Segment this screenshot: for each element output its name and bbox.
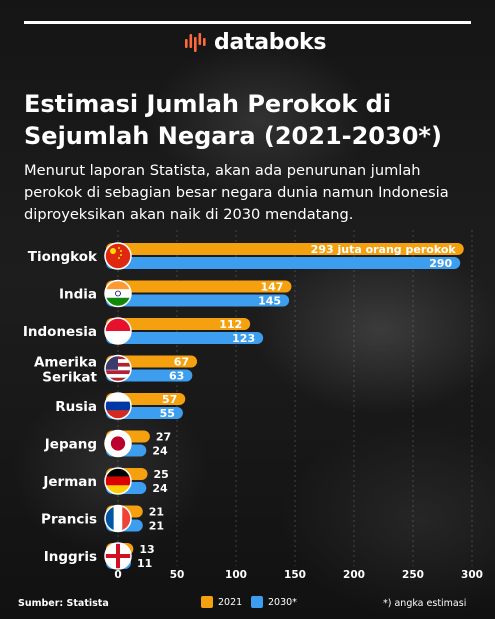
data-label-2021-indonesia: 112 xyxy=(219,318,242,331)
bar-2030-tiongkok xyxy=(106,257,461,269)
data-label-2021-india: 147 xyxy=(260,281,283,294)
data-label-2030-amerika-serikat: 63 xyxy=(169,370,184,383)
category-label-rusia: Rusia xyxy=(55,399,97,415)
bar-2021-indonesia xyxy=(106,318,251,330)
flag-ring xyxy=(104,242,132,270)
category-label-inggris: Inggris xyxy=(44,549,97,565)
bar-chart: 0 50 100 150 200 250 300 Tiongkok 293 juta orang… xyxy=(23,242,483,581)
data-label-2030-rusia: 55 xyxy=(160,407,175,420)
flag-amerika-serikat-icon xyxy=(105,355,131,382)
data-label-2021-prancis: 21 xyxy=(149,506,164,519)
brand-name: databoks xyxy=(214,29,327,55)
flag-ring xyxy=(104,317,132,345)
data-label-2030-tiongkok: 290 xyxy=(429,257,452,270)
category-label-jepang: Jepang xyxy=(44,437,97,453)
category-label-prancis: Prancis xyxy=(41,512,97,528)
flag-ring xyxy=(104,542,132,570)
flag-ring xyxy=(104,279,132,308)
bar-2030-indonesia xyxy=(106,332,264,344)
data-label-2021-inggris: 13 xyxy=(139,543,154,556)
flag-ring xyxy=(104,392,132,420)
legend-swatch-2030 xyxy=(251,596,263,608)
category-label-jerman: Jerman xyxy=(42,474,97,490)
data-label-2030-jerman: 24 xyxy=(152,482,168,495)
data-label-2021-tiongkok: 293 juta orang perokok xyxy=(311,243,457,256)
flag-ring xyxy=(104,429,132,458)
data-label-2021-amerika-serikat: 67 xyxy=(174,356,189,369)
databoks-logo-icon xyxy=(185,33,206,52)
source-note: Sumber: Statista xyxy=(18,598,109,609)
bar-2030-india xyxy=(106,294,290,307)
data-label-2030-jepang: 24 xyxy=(152,445,168,458)
flag-prancis-icon xyxy=(105,505,131,532)
data-label-2030-inggris: 11 xyxy=(137,557,152,570)
category-label-india: India xyxy=(59,287,97,303)
x-tick-label: 250 xyxy=(402,569,424,581)
legend-swatch-2021 xyxy=(201,596,213,608)
data-label-2021-rusia: 57 xyxy=(162,393,177,406)
data-label-2030-india: 145 xyxy=(258,295,281,308)
category-label-indonesia: Indonesia xyxy=(23,324,97,340)
legend-label-2021: 2021 xyxy=(218,596,243,608)
category-label-amerika-serikat: Serikat xyxy=(42,370,97,386)
category-label-amerika-serikat: Amerika xyxy=(34,355,97,371)
x-tick-label: 100 xyxy=(225,569,247,581)
legend-item-2030: 2030* xyxy=(251,596,297,608)
estimate-note: *) angka estimasi xyxy=(383,598,467,609)
brand-logo: databoks xyxy=(184,28,326,56)
legend-item-2021: 2021 xyxy=(201,596,242,608)
x-tick-label: 300 xyxy=(461,569,483,581)
flag-india-icon xyxy=(105,280,131,307)
data-label-2021-jepang: 27 xyxy=(156,431,171,444)
x-tick-label: 0 xyxy=(114,569,121,581)
chart-title: Estimasi Jumlah Perokok di Sejumlah Nega… xyxy=(24,90,442,150)
flag-jerman-icon xyxy=(105,468,131,494)
data-label-2021-jerman: 25 xyxy=(154,468,169,481)
bar-2021-tiongkok xyxy=(106,243,464,255)
x-tick-label: 50 xyxy=(170,569,185,581)
flag-rusia-icon xyxy=(105,393,131,419)
category-label-tiongkok: Tiongkok xyxy=(28,249,98,265)
flag-ring xyxy=(104,504,132,533)
flag-ring xyxy=(104,467,132,495)
x-tick-label: 200 xyxy=(343,569,365,581)
data-label-2030-prancis: 21 xyxy=(149,520,164,533)
bar-2021-india xyxy=(106,280,292,293)
top-rule xyxy=(24,21,471,24)
data-label-2030-indonesia: 123 xyxy=(232,332,255,345)
legend-label-2030: 2030* xyxy=(268,596,297,608)
chart-subtitle: Menurut laporan Statista, akan ada penur… xyxy=(24,162,449,223)
flag-indonesia-icon xyxy=(105,318,131,344)
flag-ring xyxy=(104,354,132,383)
x-tick-label: 150 xyxy=(284,569,306,581)
